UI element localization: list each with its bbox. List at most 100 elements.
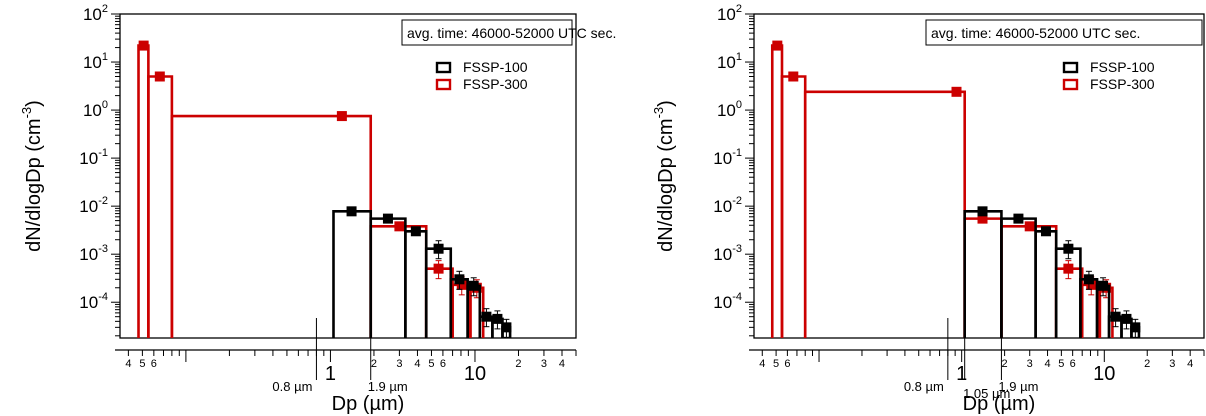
x-tick-label: 5 xyxy=(428,358,434,370)
data-point-marker xyxy=(468,280,479,291)
y-tick-label: 100 xyxy=(83,99,108,120)
y-tick-base: 10 xyxy=(79,149,98,168)
x-axis-label: Dp (µm) xyxy=(332,393,405,415)
data-point-marker xyxy=(977,213,988,224)
data-point-marker xyxy=(433,243,444,254)
y-tick-label: 102 xyxy=(83,3,108,24)
y-tick-label: 10-1 xyxy=(79,147,108,168)
y-tick-label: 10-4 xyxy=(713,291,742,312)
data-point-marker xyxy=(154,71,165,82)
cutoff-label: 1.9 µm xyxy=(998,379,1038,394)
histogram-bin xyxy=(1034,229,1058,338)
x-tick-label: 10 xyxy=(1093,363,1115,385)
data-point-marker xyxy=(382,213,393,224)
legend-label: FSSP-300 xyxy=(463,76,528,92)
y-tick-exponent: -4 xyxy=(732,291,742,303)
x-tick-label: 6 xyxy=(1070,358,1076,370)
y-axis-label-main: dN/dlogDp (cm xyxy=(655,118,677,251)
y-tick-label: 101 xyxy=(83,51,108,72)
data-point-marker xyxy=(410,226,421,237)
data-point-marker xyxy=(1121,313,1132,324)
y-tick-exponent: 2 xyxy=(736,3,742,15)
histogram-bin xyxy=(1000,217,1037,338)
data-point-marker xyxy=(1083,274,1094,285)
y-tick-base: 10 xyxy=(79,293,98,312)
legend-swatch xyxy=(1062,78,1079,91)
data-point-marker xyxy=(951,86,962,97)
y-tick-exponent: -1 xyxy=(732,147,742,159)
x-tick-label: 4 xyxy=(1044,358,1050,370)
y-tick-exponent: 0 xyxy=(102,99,108,111)
y-tick-label: 101 xyxy=(717,51,742,72)
y-tick-exponent: 1 xyxy=(736,51,742,63)
series-fssp-300 xyxy=(770,40,1114,338)
avg-time-label: avg. time: 46000-52000 UTC sec. xyxy=(931,25,1140,41)
data-point-marker xyxy=(492,313,503,324)
x-tick-label: 3 xyxy=(1169,358,1175,370)
x-tick-label: 3 xyxy=(396,358,402,370)
data-point-marker xyxy=(1110,311,1121,322)
x-tick-label: 6 xyxy=(440,358,446,370)
histogram-bin xyxy=(780,75,807,338)
y-tick-base: 10 xyxy=(79,197,98,216)
histogram-bin xyxy=(137,44,150,338)
y-tick-base: 10 xyxy=(713,293,732,312)
histogram-bin xyxy=(332,210,373,338)
plot-frame xyxy=(753,13,1205,339)
histogram-bin xyxy=(369,217,407,338)
legend-swatch xyxy=(435,61,452,74)
y-axis-label: dN/dlogDp (cm-3) xyxy=(19,100,45,252)
x-tick-label: 10 xyxy=(464,363,486,385)
y-tick-exponent: 1 xyxy=(102,51,108,63)
data-point-marker xyxy=(454,274,465,285)
y-axis-label-close: ) xyxy=(23,100,45,107)
data-point-marker xyxy=(1024,221,1035,232)
series-fssp-300 xyxy=(137,40,485,338)
data-point-marker xyxy=(336,111,347,122)
x-tick-label: 1 xyxy=(956,363,967,385)
y-tick-base: 10 xyxy=(713,149,732,168)
y-tick-base: 10 xyxy=(713,197,732,216)
data-point-marker xyxy=(346,206,357,217)
histogram-bin xyxy=(803,90,966,338)
data-point-marker xyxy=(977,206,988,217)
y-tick-exponent: -3 xyxy=(98,243,108,255)
y-tick-label: 100 xyxy=(717,99,742,120)
x-tick-label: 6 xyxy=(784,358,790,370)
data-point-marker xyxy=(1098,280,1109,291)
y-axis-label-sup: -3 xyxy=(19,107,34,119)
data-point-marker xyxy=(481,311,492,322)
legend-swatch xyxy=(435,78,452,91)
data-point-marker xyxy=(394,221,405,232)
x-tick-label: 1 xyxy=(325,363,336,385)
series-fssp-100 xyxy=(963,206,1141,338)
x-tick-label: 5 xyxy=(139,358,145,370)
avg-time-label: avg. time: 46000-52000 UTC sec. xyxy=(407,25,616,41)
histogram-bin xyxy=(147,75,174,338)
x-tick-label: 2 xyxy=(371,358,377,370)
x-tick-label: 4 xyxy=(1187,358,1193,370)
x-tick-label: 3 xyxy=(1027,358,1033,370)
y-axis-label-close: ) xyxy=(655,100,677,107)
histogram-bin xyxy=(369,225,428,338)
y-tick-label: 10-1 xyxy=(713,147,742,168)
data-point-marker xyxy=(1130,322,1141,333)
y-tick-base: 10 xyxy=(717,101,736,120)
y-axis-label-sup: -3 xyxy=(651,107,666,119)
y-axis-label: dN/dlogDp (cm-3) xyxy=(651,100,677,252)
y-tick-exponent: -2 xyxy=(732,195,742,207)
y-tick-exponent: -3 xyxy=(732,243,742,255)
y-tick-label: 10-3 xyxy=(713,243,742,264)
legend-swatch xyxy=(1062,61,1079,74)
plot-frame xyxy=(119,13,577,339)
x-tick-label: 4 xyxy=(414,358,420,370)
histogram-bin xyxy=(963,210,1003,338)
y-tick-base: 10 xyxy=(717,53,736,72)
series-fssp-100 xyxy=(332,206,512,338)
x-tick-label: 4 xyxy=(559,358,565,370)
x-tick-label: 4 xyxy=(759,358,765,370)
data-point-marker xyxy=(138,40,149,51)
data-point-marker xyxy=(788,71,799,82)
